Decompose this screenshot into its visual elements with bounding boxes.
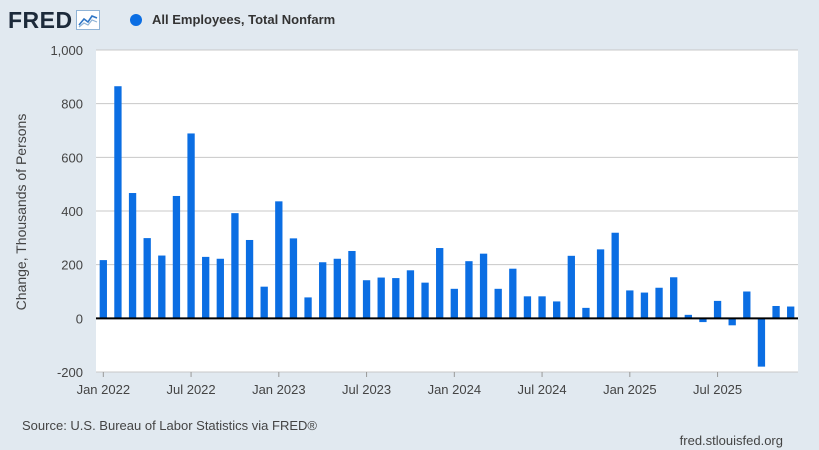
y-axis-label: Change, Thousands of Persons (13, 114, 29, 311)
bars (99, 86, 795, 367)
bar-2023-01[interactable] (275, 201, 283, 319)
bar-2023-09[interactable] (392, 278, 400, 319)
x-tick-label: Jul 2024 (517, 382, 566, 397)
site-url[interactable]: fred.stlouisfed.org (679, 433, 783, 448)
bar-2025-12[interactable] (787, 306, 795, 319)
bar-2025-07[interactable] (713, 300, 722, 319)
bar-2022-04[interactable] (143, 238, 151, 319)
bar-2025-10[interactable] (757, 318, 766, 367)
y-tick-label: 200 (61, 258, 83, 273)
bar-2024-07[interactable] (538, 296, 546, 319)
bar-2024-04[interactable] (494, 288, 502, 319)
bar-2023-03[interactable] (304, 297, 312, 319)
legend-series-marker (130, 13, 142, 26)
bar-2025-02[interactable] (640, 292, 649, 319)
y-tick-label: 0 (76, 311, 83, 326)
bar-2022-10[interactable] (231, 213, 239, 319)
x-tick-label: Jan 2025 (603, 382, 657, 397)
bar-2024-03[interactable] (479, 253, 488, 319)
gridlines (96, 49, 798, 373)
bar-2023-04[interactable] (319, 262, 327, 319)
bar-2022-07[interactable] (187, 133, 195, 319)
y-tick-label: 1,000 (50, 43, 83, 58)
x-tick-label: Jan 2024 (428, 382, 482, 397)
bar-2025-01[interactable] (626, 290, 634, 319)
x-axis-ticks: Jan 2022 Jul 2022 Jan 2023 Jul 2023 Jan 2024… (77, 372, 742, 397)
bar-2024-06[interactable] (523, 296, 532, 319)
bar-2024-11[interactable] (596, 249, 605, 319)
bar-2025-09[interactable] (743, 291, 751, 319)
bar-2022-06[interactable] (172, 195, 181, 319)
y-tick-label: 400 (61, 204, 83, 219)
x-tick-label: Jan 2023 (252, 382, 306, 397)
bar-2022-08[interactable] (202, 256, 210, 319)
bar-2022-02[interactable] (114, 86, 122, 319)
bar-2023-11[interactable] (421, 282, 429, 319)
bar-2024-12[interactable] (611, 232, 619, 319)
y-tick-label: -200 (57, 365, 83, 380)
y-tick-label: 800 (61, 97, 83, 112)
source-note: Source: U.S. Bureau of Labor Statistics … (22, 418, 317, 433)
bar-2022-11[interactable] (245, 239, 254, 319)
bar-2023-10[interactable] (406, 270, 415, 319)
x-tick-label: Jul 2022 (166, 382, 215, 397)
legend: All Employees, Total Nonfarm (130, 12, 335, 27)
y-axis-ticks: -200 0 200 400 600 800 1,000 (50, 43, 83, 380)
fred-trend-line-icon (75, 10, 100, 30)
x-tick-label: Jul 2025 (693, 382, 742, 397)
bar-2024-09[interactable] (567, 255, 575, 319)
header: FRED (8, 6, 100, 34)
bar-2025-05[interactable] (684, 314, 692, 319)
bar-2024-02[interactable] (465, 261, 473, 319)
bar-2025-11[interactable] (772, 305, 780, 319)
bar-2022-01[interactable] (99, 260, 107, 319)
bar-2022-09[interactable] (216, 258, 224, 319)
x-tick-label: Jan 2022 (77, 382, 131, 397)
bar-2023-05[interactable] (333, 258, 341, 319)
bar-2023-12[interactable] (436, 248, 444, 319)
bar-2022-12[interactable] (260, 286, 268, 319)
bar-2023-07[interactable] (362, 280, 371, 319)
bar-2024-08[interactable] (553, 301, 561, 319)
bar-2022-05[interactable] (158, 255, 166, 319)
bar-2025-08[interactable] (728, 318, 736, 326)
legend-series-label[interactable]: All Employees, Total Nonfarm (152, 12, 336, 27)
bar-2025-06[interactable] (699, 318, 707, 323)
y-tick-label: 600 (61, 150, 83, 165)
bar-2024-10[interactable] (582, 307, 590, 319)
bar-2024-05[interactable] (509, 268, 517, 319)
bar-2024-01[interactable] (450, 288, 458, 319)
x-tick-label: Jul 2023 (342, 382, 391, 397)
bar-2023-08[interactable] (377, 277, 385, 319)
bar-2025-04[interactable] (670, 277, 678, 319)
bar-2022-03[interactable] (128, 193, 137, 319)
bar-2025-03[interactable] (655, 287, 663, 319)
bar-2023-06[interactable] (348, 250, 356, 319)
bar-2023-02[interactable] (289, 238, 298, 319)
fred-logo[interactable]: FRED (8, 6, 73, 33)
